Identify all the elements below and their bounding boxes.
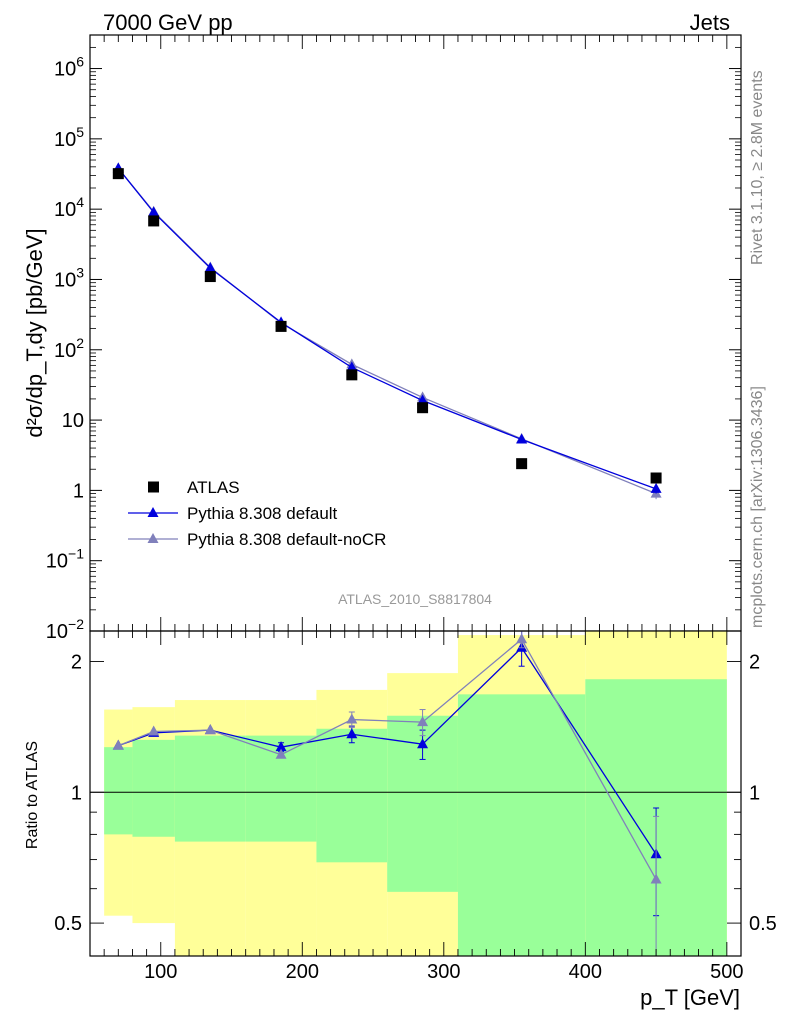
ratio-frame xyxy=(89,630,742,957)
ratio-x-tick-label: 400 xyxy=(569,961,602,983)
ratio-y-tick-label-right: 0.5 xyxy=(749,913,777,935)
ratio-point-marker xyxy=(275,748,287,759)
main-panel: 10−2 10−1 1 10 102 103 104 105 106 d²σ/dp_T,dy [… xyxy=(22,34,742,643)
ratio-point-marker xyxy=(516,633,528,644)
atlas-data-point xyxy=(346,369,358,381)
legend-marker xyxy=(147,533,159,543)
main-point-marker xyxy=(204,262,216,273)
main-y-tick-label: 102 xyxy=(54,335,84,362)
ratio-point-marker xyxy=(346,713,358,724)
ratio-y-tick-label: 1 xyxy=(71,782,82,804)
ratio-point-marker xyxy=(204,724,216,735)
main-series-line xyxy=(117,167,657,490)
legend-marker-atlas xyxy=(148,481,159,493)
atlas-data-point xyxy=(516,458,528,470)
legend-marker xyxy=(147,507,159,517)
legend: ATLAS Pythia 8.308 default Pythia 8.308 de… xyxy=(128,478,386,549)
main-y-tick-label: 1 xyxy=(73,480,84,502)
main-y-tick-label: 103 xyxy=(54,264,84,291)
ratio-x-tick-label: 100 xyxy=(144,961,177,983)
source-label: mcplots.cern.ch [arXiv:1306.3436] xyxy=(749,386,766,628)
main-point-marker xyxy=(346,361,358,372)
atlas-data-point xyxy=(275,320,287,332)
ratio-band-green xyxy=(132,739,175,837)
legend-label: Pythia 8.308 default xyxy=(187,504,338,523)
ratio-x-axis-label: p_T [GeV] xyxy=(640,985,740,1010)
ratio-y-tick-label-right: 2 xyxy=(749,651,760,673)
main-point-marker xyxy=(148,206,160,217)
ratio-band-green xyxy=(457,694,586,956)
ratio-point-marker xyxy=(650,873,662,884)
atlas-data-point xyxy=(650,472,662,484)
ratio-y-tick-label: 2 xyxy=(71,651,82,673)
atlas-data-point xyxy=(417,402,429,414)
ratio-band-green xyxy=(316,728,388,863)
main-point-marker xyxy=(650,482,662,493)
ratio-x-tick-label: 300 xyxy=(427,961,460,983)
ratio-panel: 0.5 0.5 1 1 2 2 100 200 300 400 500 Ratio to ATLA… xyxy=(24,630,777,1010)
ratio-bands xyxy=(104,631,727,956)
main-point-marker xyxy=(516,433,528,444)
ratio-band-green xyxy=(174,735,246,842)
ratio-x-tick-label: 200 xyxy=(286,961,319,983)
ratio-point-marker xyxy=(275,741,287,752)
ratio-x-ticks: 100 200 300 400 500 xyxy=(103,631,744,983)
main-point-marker xyxy=(417,394,429,405)
ratio-point-marker xyxy=(112,739,124,750)
main-series-group xyxy=(112,162,662,500)
rivet-label: Rivet 3.1.10, ≥ 2.8M events xyxy=(749,70,766,265)
main-y-tick-label: 10−2 xyxy=(46,616,84,643)
ratio-y-tick-label-right: 1 xyxy=(749,782,760,804)
ratio-x-tick-label: 500 xyxy=(710,961,743,983)
header-right: Jets xyxy=(690,10,730,35)
main-y-tick-label: 10−1 xyxy=(46,546,84,573)
atlas-data-point xyxy=(112,168,124,180)
main-x-ticks xyxy=(103,35,728,631)
atlas-data-point xyxy=(148,215,160,227)
main-y-tick-label: 106 xyxy=(54,54,84,81)
ratio-band-green xyxy=(104,747,133,835)
legend-label: Pythia 8.308 default-noCR xyxy=(187,530,386,549)
ratio-point-marker xyxy=(346,728,358,739)
ratio-point-marker xyxy=(417,738,429,749)
atlas-data-point xyxy=(204,271,216,283)
ratio-series-line xyxy=(118,646,657,855)
main-y-tick-label: 104 xyxy=(54,194,84,221)
main-y-axis-label: d²σ/dp_T,dy [pb/GeV] xyxy=(22,228,47,437)
ratio-y-axis-label: Ratio to ATLAS xyxy=(24,741,41,849)
main-y-tick-label: 105 xyxy=(54,124,84,151)
ratio-y-ticks: 0.5 0.5 1 1 2 2 xyxy=(54,651,777,935)
main-y-ticks: 10−2 10−1 1 10 102 103 104 105 106 xyxy=(46,34,741,643)
main-y-tick-label: 10 xyxy=(62,410,84,432)
header-left: 7000 GeV pp xyxy=(103,10,233,35)
legend-label: ATLAS xyxy=(187,478,240,497)
ratio-point-marker xyxy=(148,725,160,736)
analysis-id-label: ATLAS_2010_S8817804 xyxy=(338,591,492,607)
ratio-y-tick-label: 0.5 xyxy=(54,913,82,935)
ratio-point-marker xyxy=(417,716,429,727)
ratio-series-line xyxy=(118,638,657,880)
